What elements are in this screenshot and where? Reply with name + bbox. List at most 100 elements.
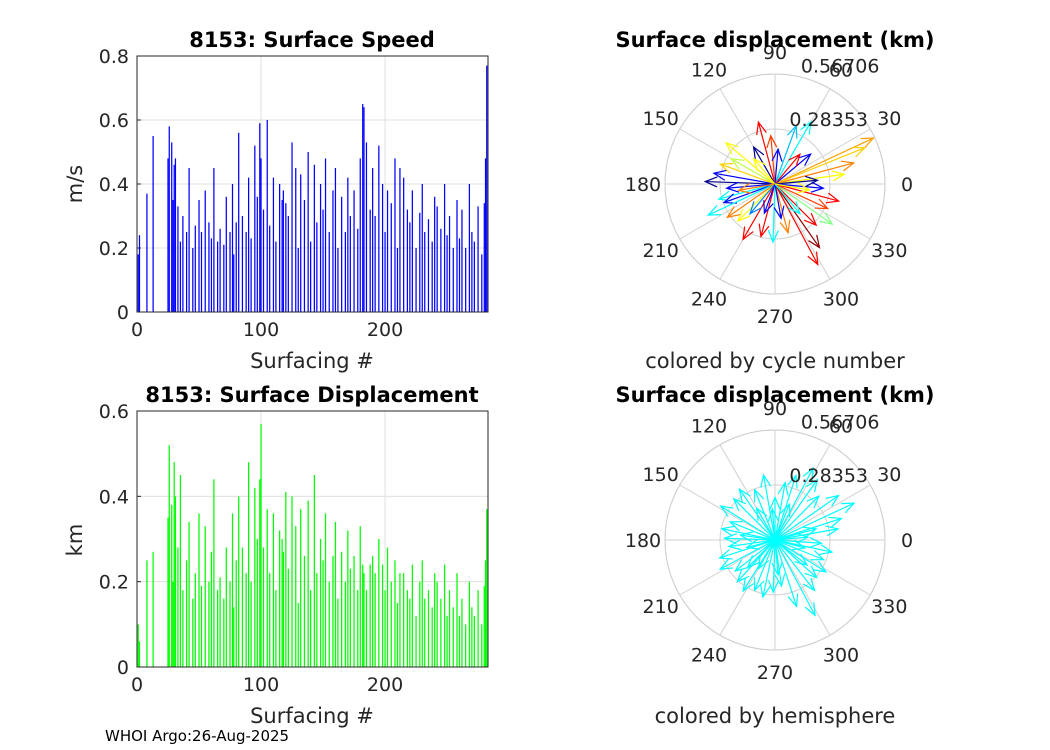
polar-hemisphere-vector-arrowhead (718, 549, 733, 560)
polar-cycle-vector (774, 183, 820, 248)
speed-bar (374, 216, 376, 312)
polar-hemisphere-vector (774, 528, 839, 541)
polar-cycle-vector (774, 162, 854, 185)
polar-hemisphere-vector-arrowhead (759, 584, 771, 599)
polar-hemisphere-angle-label: 60 (829, 416, 853, 438)
speed-bar (483, 203, 485, 312)
polar-cycle-vector-arrowhead (729, 158, 745, 170)
speed-bar (229, 232, 231, 312)
displacement-bar (174, 496, 177, 667)
polar-cycle-vector (707, 183, 776, 216)
polar-hemisphere-vector-arrowhead (757, 555, 770, 570)
displacement-bar (266, 509, 268, 667)
polar-cycle-vector (774, 183, 801, 215)
speed-bar (279, 184, 281, 312)
displacement-bar (465, 624, 467, 667)
speed-y-tick-label: 0 (117, 302, 129, 324)
displacement-bar (208, 581, 210, 667)
speed-bar (456, 200, 458, 312)
polar-hemisphere-vector (774, 479, 818, 541)
displacement-bar (473, 615, 475, 667)
polar-cycle-vector (731, 158, 776, 185)
speed-bar (477, 206, 479, 312)
displacement-x-axis-label: Surfacing # (250, 704, 374, 728)
polar-hemisphere-vector-arrowhead (742, 578, 755, 593)
polar-cycle-angle-label: 270 (757, 306, 793, 328)
displacement-bar (256, 539, 258, 667)
speed-chart-title: 8153: Surface Speed (189, 28, 435, 52)
speed-y-tick-label: 0.8 (99, 46, 129, 68)
displacement-bar (396, 603, 399, 667)
polar-cycle-vector-arrowhead (807, 251, 819, 266)
speed-bar (250, 238, 252, 312)
polar-cycle-angle-label: 300 (823, 288, 859, 310)
displacement-bar (279, 530, 281, 667)
speed-bar (424, 232, 426, 312)
displacement-bar (399, 573, 401, 667)
speed-bar (172, 200, 174, 312)
speed-bar (332, 190, 334, 312)
polar-hemisphere-vector (774, 536, 808, 541)
speed-bar (334, 168, 337, 312)
displacement-bar (204, 526, 206, 667)
displacement-bar (365, 590, 368, 667)
displacement-bar (188, 521, 190, 667)
displacement-bar (260, 423, 262, 667)
displacement-bar (357, 590, 359, 667)
polar-hemisphere-vector-arrowhead (787, 593, 799, 608)
displacement-bar (250, 581, 252, 667)
speed-bar (272, 177, 275, 312)
displacement-bar (137, 624, 139, 667)
speed-bar (146, 193, 148, 312)
polar-hemisphere-vector (771, 509, 776, 541)
speed-y-tick-label: 0.2 (99, 238, 129, 260)
speed-bar (381, 184, 384, 312)
speed-bar (448, 216, 451, 312)
speed-bar (386, 190, 389, 312)
displacement-bar (192, 598, 194, 667)
polar-cycle-vector-arrowhead (725, 181, 740, 193)
displacement-bar (332, 556, 334, 667)
polar-cycle-vector-arrowhead (718, 162, 734, 174)
speed-bar (344, 232, 346, 312)
displacement-bar (248, 462, 250, 667)
speed-bar (225, 196, 227, 312)
polar-hemisphere-vector-arrowhead (787, 473, 798, 489)
polar-cycle-vector-arrowhead (773, 205, 785, 220)
displacement-bar (229, 581, 231, 667)
polar-hemisphere-angle-label: 210 (643, 596, 679, 618)
polar-cycle-vector (774, 183, 782, 219)
polar-hemisphere-vector-arrowhead (755, 506, 768, 522)
polar-hemisphere-vector (774, 495, 839, 541)
displacement-bar (434, 573, 436, 667)
speed-bar (440, 228, 442, 312)
speed-bar (427, 219, 430, 312)
displacement-y-tick-label: 0.2 (99, 572, 129, 594)
polar-hemisphere-vector-arrowhead (771, 562, 783, 577)
displacement-bar (477, 590, 479, 667)
polar-hemisphere-vector-arrowhead (734, 559, 748, 573)
displacement-bar (185, 560, 188, 667)
displacement-bar (344, 581, 346, 667)
displacement-bar (427, 590, 430, 667)
displacement-bar (272, 513, 275, 667)
polar-hemisphere-angle-label: 150 (643, 464, 679, 486)
displacement-bar (233, 607, 235, 667)
speed-bar (173, 164, 175, 312)
polar-cycle-vector (726, 183, 776, 189)
polar-hemisphere-spoke (679, 484, 776, 541)
speed-bar (468, 184, 471, 312)
polar-hemisphere-vector (734, 539, 776, 572)
polar-cycle-vector-arrowhead (786, 124, 798, 139)
polar-cycle-vector-arrowhead (796, 182, 811, 194)
speed-bar (394, 158, 396, 312)
speed-bar (403, 177, 405, 312)
polar-hemisphere-vector-arrowhead (794, 553, 809, 567)
speed-bar (419, 212, 421, 312)
speed-bar (324, 158, 327, 312)
speed-bar (341, 196, 343, 312)
polar-hemisphere-angle-label: 180 (625, 530, 661, 552)
polar-cycle-vector-arrowhead (810, 181, 825, 193)
displacement-axes-frame (136, 410, 489, 668)
